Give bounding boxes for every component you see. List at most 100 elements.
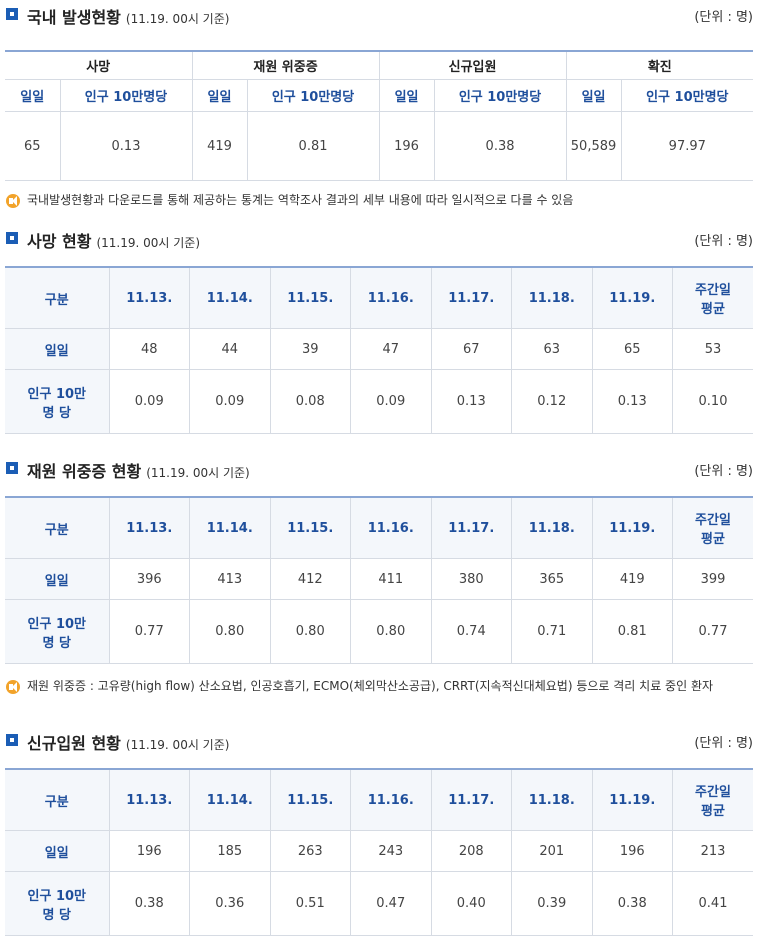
table-row: 인구 10만 명 당 0.09 0.09 0.08 0.09 0.13 0.12… [5,369,753,434]
cell-value: 53 [672,328,753,370]
col-daily: 일일 [5,79,61,112]
unit-label: (단위 : 명) [694,10,753,25]
cell-value: 0.13 [430,369,512,434]
domestic-header: 국내 발생현황 (11.19. 00시 기준) (단위 : 명) [6,5,753,27]
header-date: 11.14. [189,496,271,559]
header-date: 11.13. [108,266,190,329]
unit-label: (단위 : 명) [694,736,753,751]
col-per-100k: 인구 10만명당 [59,79,193,112]
cell-value: 243 [350,830,432,872]
cell-value: 365 [511,558,593,600]
row-header-per-100k: 인구 10만 명 당 [5,871,110,936]
cell-value: 0.38 [591,871,673,936]
cell-value: 196 [378,111,435,181]
table-row: 일일 196 185 263 243 208 201 196 213 [5,830,753,872]
bullet-square-icon [6,8,18,20]
header-date: 11.14. [189,768,271,831]
header-category: 구분 [5,266,110,329]
section-title: 국내 발생현황 (11.19. 00시 기준) [27,8,230,27]
col-per-100k: 인구 10만명당 [433,79,567,112]
header-date: 11.16. [350,496,432,559]
cell-value: 419 [591,558,673,600]
cell-value: 65 [591,328,673,370]
header-date: 11.15. [269,266,351,329]
cell-value: 0.12 [511,369,593,434]
header-date: 11.15. [269,768,351,831]
cell-value: 0.09 [108,369,190,434]
cell-value: 39 [269,328,351,370]
cell-value: 65 [5,111,61,181]
header-category: 구분 [5,496,110,559]
header-date: 11.18. [511,768,593,831]
cell-value: 0.39 [511,871,593,936]
cell-value: 213 [672,830,753,872]
speaker-icon [6,680,20,694]
section-title: 재원 위중증 현황 (11.19. 00시 기준) [27,462,250,481]
speaker-icon [6,194,20,208]
header-date: 11.13. [108,496,190,559]
group-header-death: 사망 [5,50,193,80]
cell-value: 0.09 [350,369,432,434]
bullet-square-icon [6,462,18,474]
cell-value: 0.47 [350,871,432,936]
cell-value: 0.09 [189,369,271,434]
group-header-confirmed: 확진 [565,50,754,80]
table-row: 일일 48 44 39 47 67 63 65 53 [5,328,753,370]
cell-value: 411 [350,558,432,600]
cell-value: 0.08 [269,369,351,434]
cell-value: 0.77 [672,599,753,664]
col-per-100k: 인구 10만명당 [620,79,754,112]
table-row: 65 0.13 419 0.81 196 0.38 50,589 97.97 [5,111,754,181]
col-daily: 일일 [191,79,248,112]
table-row: 인구 10만 명 당 0.77 0.80 0.80 0.80 0.74 0.71… [5,599,753,664]
header-date: 11.17. [430,496,512,559]
row-header-per-100k: 인구 10만 명 당 [5,599,110,664]
cell-value: 0.13 [59,111,193,181]
section-subtitle: (11.19. 00시 기준) [125,738,230,752]
cell-value: 0.71 [511,599,593,664]
header-weekly-avg: 주간일 평균 [672,266,753,329]
cell-value: 0.40 [430,871,512,936]
header-date: 11.16. [350,768,432,831]
death-table: 구분 11.13. 11.14. 11.15. 11.16. 11.17. 11… [5,266,753,434]
cell-value: 399 [672,558,753,600]
col-per-100k: 인구 10만명당 [246,79,380,112]
section-title: 사망 현황 (11.19. 00시 기준) [27,232,201,251]
note-text: 국내발생현황과 다운로드를 통해 제공하는 통계는 역학조사 결과의 세부 내용… [27,193,574,207]
header-date: 11.17. [430,768,512,831]
header-date: 11.19. [591,496,673,559]
header-date: 11.15. [269,496,351,559]
bullet-square-icon [6,232,18,244]
section-title: 신규입원 현황 (11.19. 00시 기준) [27,734,230,753]
header-category: 구분 [5,768,110,831]
cell-value: 0.81 [246,111,380,181]
cell-value: 208 [430,830,512,872]
header-date: 11.14. [189,266,271,329]
cell-value: 0.81 [591,599,673,664]
domestic-table: 사망 재원 위중증 신규입원 확진 일일 인구 10만명당 일일 인구 10만명… [5,50,754,181]
cell-value: 0.51 [269,871,351,936]
cell-value: 419 [191,111,248,181]
unit-label: (단위 : 명) [694,464,753,479]
cell-value: 0.36 [189,871,271,936]
col-daily: 일일 [378,79,435,112]
cell-value: 263 [269,830,351,872]
cell-value: 196 [108,830,190,872]
cell-value: 47 [350,328,432,370]
cell-value: 380 [430,558,512,600]
col-daily: 일일 [565,79,622,112]
section-subtitle: (11.19. 00시 기준) [96,236,201,250]
admission-table: 구분 11.13. 11.14. 11.15. 11.16. 11.17. 11… [5,768,753,936]
header-date: 11.17. [430,266,512,329]
cell-value: 0.41 [672,871,753,936]
header-date: 11.18. [511,496,593,559]
cell-value: 50,589 [565,111,622,181]
cell-value: 201 [511,830,593,872]
group-header-severe: 재원 위중증 [191,50,380,80]
cell-value: 413 [189,558,271,600]
row-header-per-100k: 인구 10만 명 당 [5,369,110,434]
cell-value: 0.80 [189,599,271,664]
cell-value: 0.38 [108,871,190,936]
header-date: 11.16. [350,266,432,329]
header-weekly-avg: 주간일 평균 [672,768,753,831]
